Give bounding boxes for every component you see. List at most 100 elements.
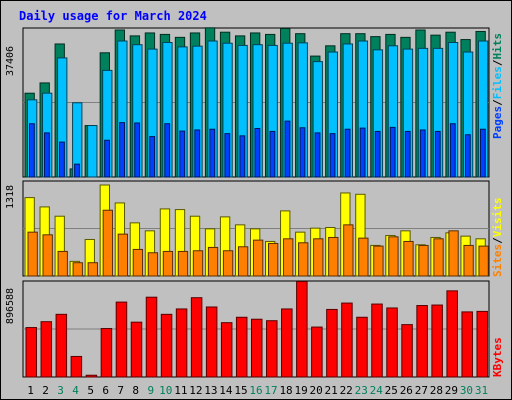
pages-bar [119, 122, 126, 178]
sites-bar [222, 250, 234, 277]
series-label-part: Pages [491, 106, 504, 139]
kbytes-bar [175, 308, 188, 378]
kbytes-bar [311, 326, 323, 378]
pages-bar [134, 122, 141, 178]
kbytes-bar [416, 305, 428, 378]
pages-bar [359, 127, 366, 178]
pages-bar [269, 130, 276, 178]
pages-bar [224, 133, 231, 178]
pages-bar [404, 130, 411, 178]
x-axis-day-label: 29 [445, 384, 458, 397]
kbytes-bar [205, 306, 218, 378]
x-axis-day-label: 21 [325, 384, 338, 397]
kbytes-bar [220, 322, 233, 378]
sites-bar [268, 242, 279, 277]
series-label-part: Visits [491, 198, 504, 238]
series-label-1: Pages/Files/Hits [491, 33, 504, 139]
kbytes-bar [130, 321, 143, 378]
kbytes-bar [356, 316, 368, 378]
kbytes-bar [446, 290, 458, 378]
x-axis-day-label: 28 [430, 384, 443, 397]
sites-bar [343, 224, 354, 277]
series-label-2: Sites/Visits [491, 198, 504, 278]
sites-bar [298, 242, 309, 277]
kbytes-bar [401, 324, 413, 378]
sites-bar [463, 244, 474, 277]
x-axis-day-label: 10 [159, 384, 172, 397]
pages-bar [419, 129, 426, 178]
x-axis-day-label: 7 [117, 384, 124, 397]
pages-bar [239, 135, 246, 178]
sites-bar [147, 252, 159, 277]
kbytes-bar [371, 303, 383, 378]
x-axis-day-label: 17 [264, 384, 277, 397]
x-axis-day-label: 14 [219, 384, 233, 397]
sites-bar [27, 231, 38, 277]
kbytes-bar [55, 313, 68, 378]
kbytes-bar [461, 311, 473, 378]
x-axis-day-label: 4 [72, 384, 79, 397]
kbytes-bar [431, 304, 443, 378]
sites-bar [283, 238, 294, 277]
files-bar [87, 125, 98, 178]
series-label-part: Files [491, 66, 504, 99]
x-axis-day-label: 3 [57, 384, 64, 397]
pages-bar [164, 123, 171, 178]
x-axis-day-label: 15 [234, 384, 247, 397]
kbytes-bar [190, 297, 203, 378]
kbytes-bar [281, 308, 293, 378]
x-axis-day-label: 26 [400, 384, 413, 397]
series-label-3: KBytes [491, 337, 504, 377]
x-axis-day-label: 25 [385, 384, 398, 397]
sites-bar [87, 262, 98, 277]
kbytes-bar [145, 296, 158, 378]
sites-bar [192, 250, 204, 277]
x-axis-day-label: 24 [370, 384, 384, 397]
sites-bar [117, 233, 129, 277]
kbytes-bar [25, 327, 38, 378]
pages-bar [179, 130, 186, 178]
sites-bar [418, 244, 429, 277]
x-axis-day-label: 18 [279, 384, 292, 397]
sites-bar [433, 238, 444, 277]
x-axis-day-label: 23 [355, 384, 368, 397]
sites-bar [403, 240, 414, 277]
y-axis-max-label-1: 37406 [5, 46, 16, 76]
pages-bar [209, 128, 216, 178]
series-label-part: Sites [491, 244, 504, 277]
x-axis-day-label: 27 [415, 384, 428, 397]
x-axis-day-label: 13 [204, 384, 217, 397]
sites-bar [328, 236, 339, 277]
sites-bar [162, 250, 174, 277]
pages-bar [449, 123, 456, 178]
series-label-part: KBytes [491, 337, 504, 377]
x-axis-day-label: 2 [42, 384, 49, 397]
pages-bar [389, 126, 396, 178]
series-label-part: / [491, 59, 504, 66]
kbytes-bar [100, 328, 113, 378]
y-axis-max-label-3: 896588 [5, 288, 16, 324]
x-axis-day-label: 20 [310, 384, 323, 397]
sites-bar [42, 234, 53, 277]
y-axis-max-label-2: 1318 [5, 185, 16, 209]
x-axis-day-label: 9 [147, 384, 154, 397]
kbytes-bar [160, 313, 173, 378]
x-axis-day-label: 16 [249, 384, 262, 397]
sites-bar [237, 246, 249, 277]
kbytes-bar [115, 301, 128, 378]
x-axis-day-label: 19 [294, 384, 307, 397]
x-axis-day-label: 22 [340, 384, 353, 397]
x-axis-day-label: 30 [460, 384, 473, 397]
sites-bar [207, 246, 219, 277]
sites-bar [358, 237, 369, 277]
x-axis-day-label: 8 [132, 384, 139, 397]
kbytes-bar [326, 308, 338, 378]
pages-bar [254, 127, 261, 178]
sites-bar [388, 236, 399, 277]
x-axis-day-label: 31 [475, 384, 488, 397]
kbytes-bar [85, 374, 98, 378]
kbytes-bar [386, 307, 398, 378]
pages-bar [284, 120, 291, 178]
